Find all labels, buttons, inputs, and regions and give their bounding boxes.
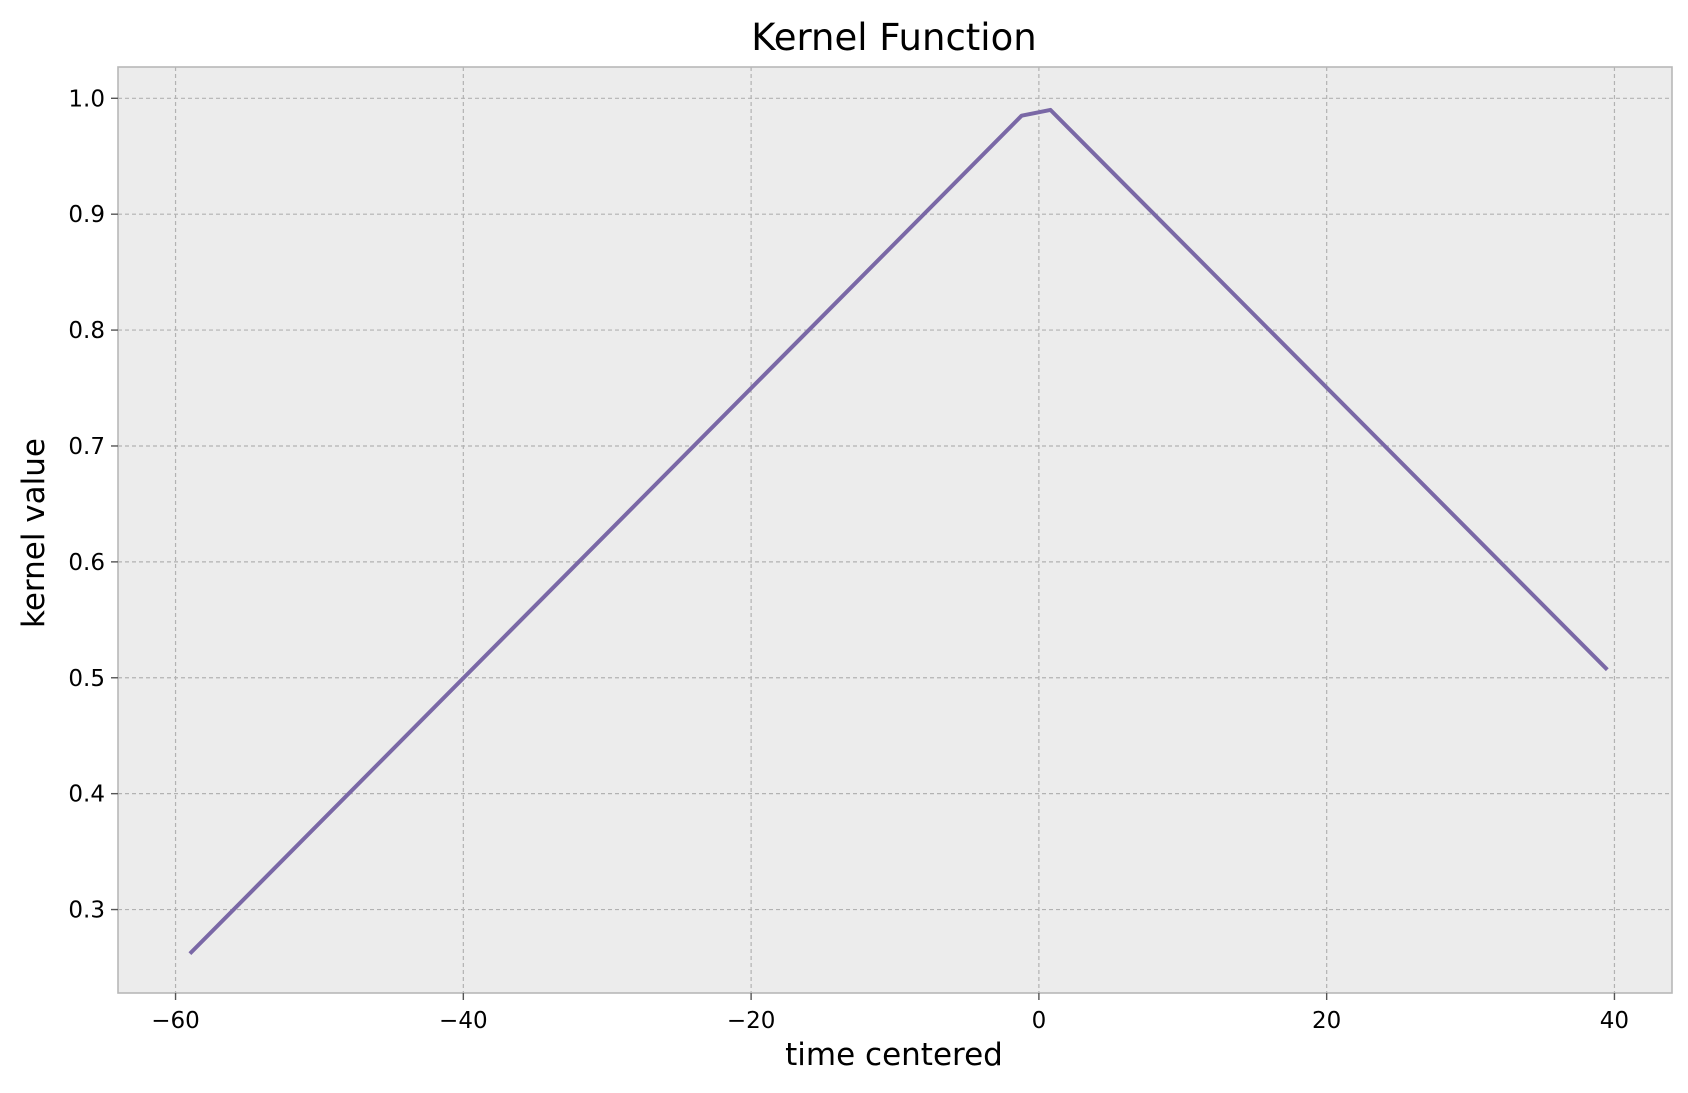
plot-frame xyxy=(117,66,1673,994)
y-tick-label: 1.0 xyxy=(68,86,105,112)
y-tick-label: 0.5 xyxy=(68,666,105,692)
kernel-line xyxy=(188,107,1609,956)
series-layer xyxy=(188,107,1609,956)
x-axis-ticks: −60 −40 −20 0 20 40 xyxy=(151,993,1629,1034)
x-tick-label: −20 xyxy=(727,1008,776,1034)
x-tick-label: −60 xyxy=(151,1008,200,1034)
y-axis-label: kernel value xyxy=(16,438,52,628)
y-tick-label: 0.3 xyxy=(68,898,105,924)
chart-title: Kernel Function xyxy=(751,16,1036,59)
y-tick-label: 0.8 xyxy=(68,318,105,344)
plot-area xyxy=(118,67,1672,993)
x-axis-label: time centered xyxy=(785,1037,1003,1073)
x-tick-label: 0 xyxy=(1032,1008,1047,1034)
y-tick-label: 0.4 xyxy=(68,782,105,808)
grid xyxy=(118,67,1672,993)
x-tick-label: 20 xyxy=(1312,1008,1341,1034)
y-tick-label: 0.6 xyxy=(68,550,105,576)
y-axis-ticks: 0.3 0.4 0.5 0.6 0.7 0.8 0.9 1.0 xyxy=(68,86,118,924)
y-tick-label: 0.9 xyxy=(68,202,105,228)
x-tick-label: 40 xyxy=(1600,1008,1629,1034)
y-tick-label: 0.7 xyxy=(68,434,105,460)
x-tick-label: −40 xyxy=(439,1008,488,1034)
